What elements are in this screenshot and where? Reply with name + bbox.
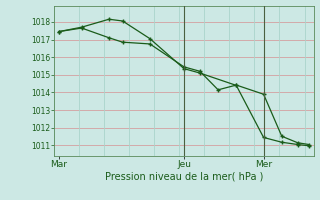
X-axis label: Pression niveau de la mer( hPa ): Pression niveau de la mer( hPa ) xyxy=(105,172,263,182)
